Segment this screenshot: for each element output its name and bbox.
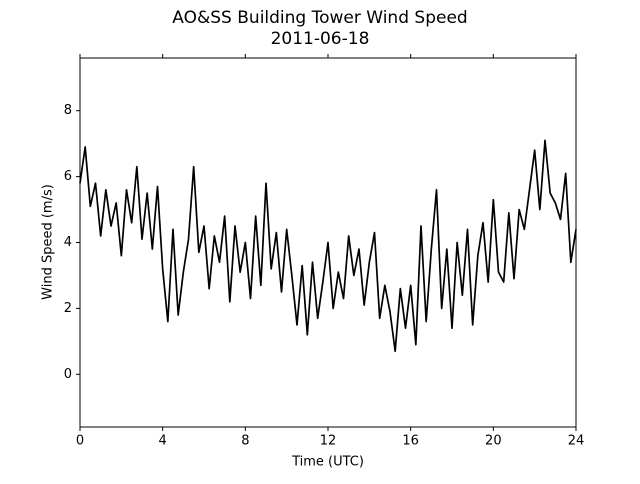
data-line <box>79 139 577 353</box>
x-tick-label: 24 <box>568 434 585 449</box>
x-axis-label: Time (UTC) <box>291 455 364 470</box>
x-tick-label: 0 <box>76 434 84 449</box>
x-tick-label: 16 <box>402 434 419 449</box>
y-tick-label: 2 <box>64 301 72 316</box>
y-tick-label: 0 <box>64 367 72 382</box>
y-tick-label: 4 <box>64 235 72 250</box>
x-tick-label: 4 <box>159 434 167 449</box>
x-tick-label: 12 <box>320 434 337 449</box>
x-tick-label: 8 <box>241 434 249 449</box>
x-tick-label: 20 <box>485 434 502 449</box>
plot-frame <box>79 57 577 428</box>
y-tick-label: 6 <box>64 169 72 184</box>
chart-subtitle: 2011-06-18 <box>271 29 370 49</box>
y-axis-label: Wind Speed (m/s) <box>41 184 56 300</box>
chart-title: AO&SS Building Tower Wind Speed <box>172 8 467 28</box>
y-tick-label: 8 <box>64 103 72 118</box>
